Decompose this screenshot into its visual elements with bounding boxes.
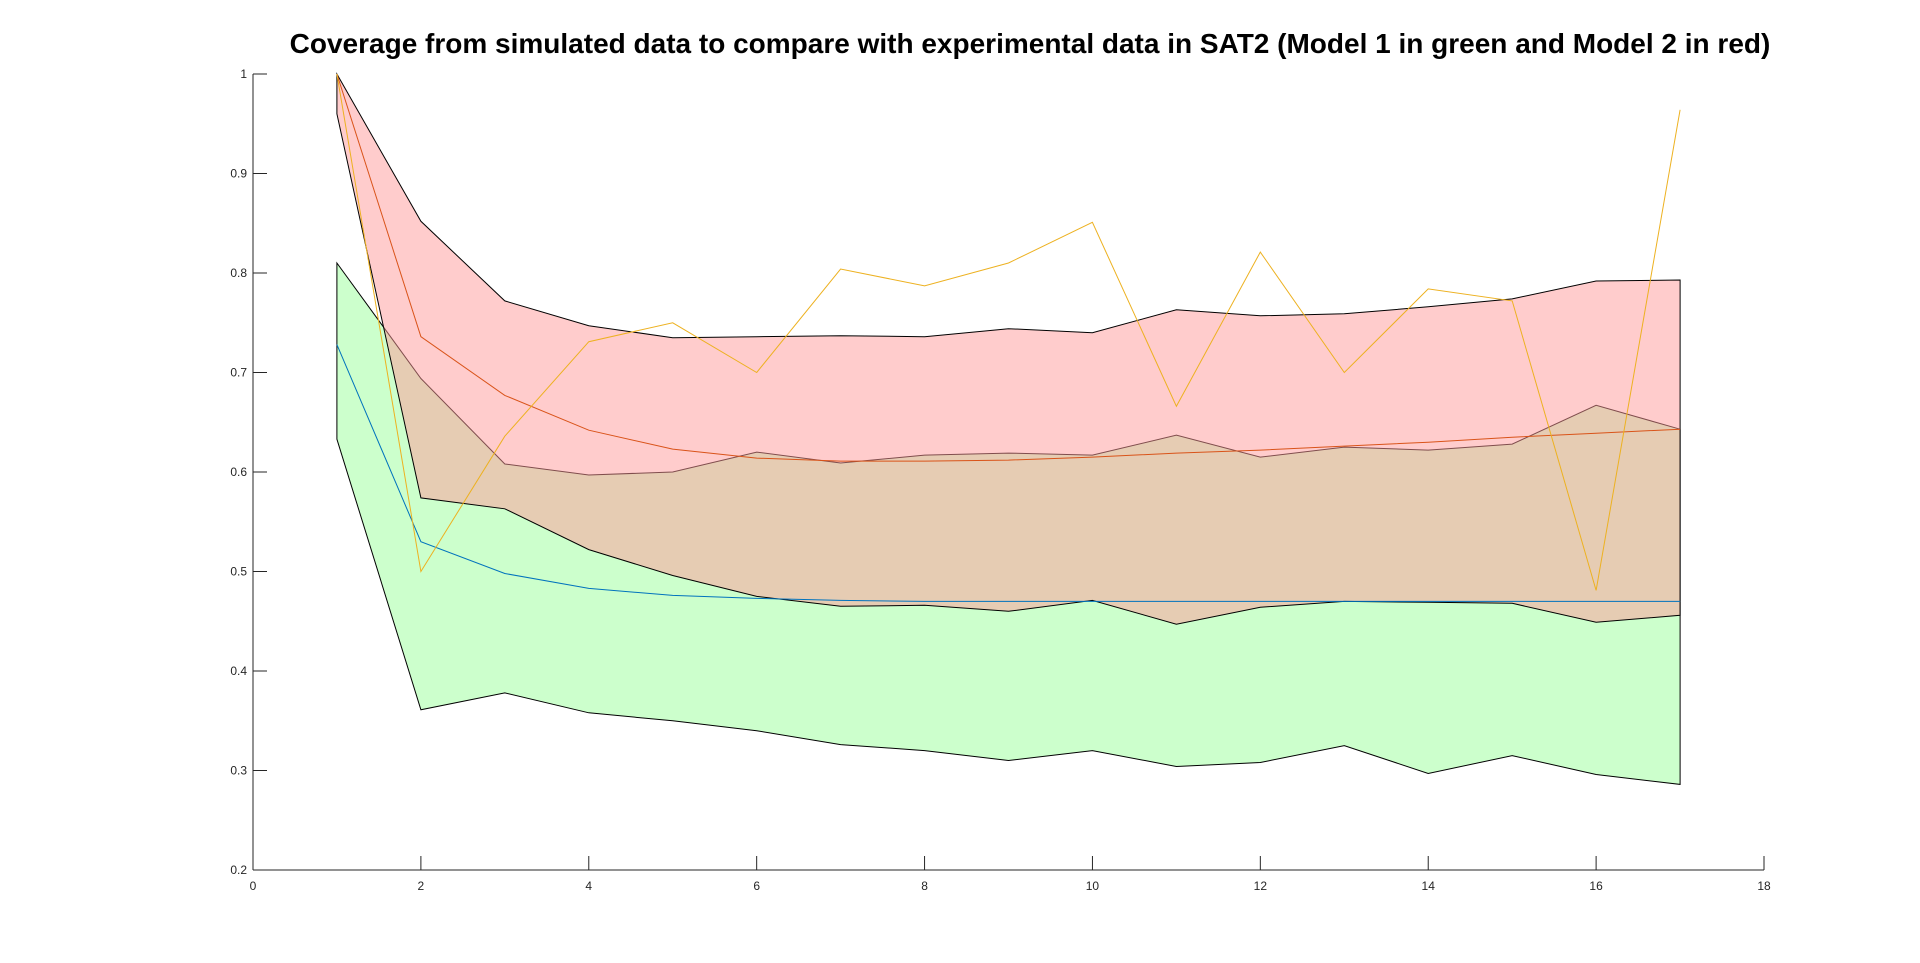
x-tick-label: 18 bbox=[1757, 879, 1771, 893]
y-tick-label: 0.4 bbox=[230, 664, 247, 678]
series-line-3 bbox=[336, 73, 1681, 591]
y-tick-label: 0.8 bbox=[230, 266, 247, 280]
x-tick-label: 16 bbox=[1589, 879, 1603, 893]
series-line-2 bbox=[336, 73, 1681, 462]
lines-layer bbox=[336, 73, 1681, 602]
chart-title: Coverage from simulated data to compare … bbox=[289, 28, 1771, 59]
y-tick-label: 0.3 bbox=[230, 764, 247, 778]
x-tick-label: 8 bbox=[921, 879, 928, 893]
x-tick-label: 14 bbox=[1422, 879, 1436, 893]
series-line-1 bbox=[336, 344, 1681, 602]
y-tick-label: 0.2 bbox=[230, 863, 247, 877]
y-tick-label: 0.5 bbox=[230, 565, 247, 579]
axes-layer: 0 2 4 6 8 10 12 14 16 18 0.2 0.3 0.4 0.5 0.6 0.7 0.8 0.9 1 bbox=[230, 67, 1771, 893]
y-tick-label: 0.7 bbox=[230, 366, 247, 380]
x-tick-label: 2 bbox=[418, 879, 425, 893]
y-tick-label: 1 bbox=[240, 67, 247, 81]
x-tick-label: 0 bbox=[250, 879, 257, 893]
y-tick-label: 0.6 bbox=[230, 465, 247, 479]
y-tick-label: 0.9 bbox=[230, 167, 247, 181]
bands-layer bbox=[336, 72, 1681, 785]
x-tick-label: 12 bbox=[1254, 879, 1268, 893]
x-tick-label: 6 bbox=[753, 879, 760, 893]
x-tick-label: 10 bbox=[1086, 879, 1100, 893]
x-tick-label: 4 bbox=[585, 879, 592, 893]
band-2 bbox=[336, 72, 1681, 625]
